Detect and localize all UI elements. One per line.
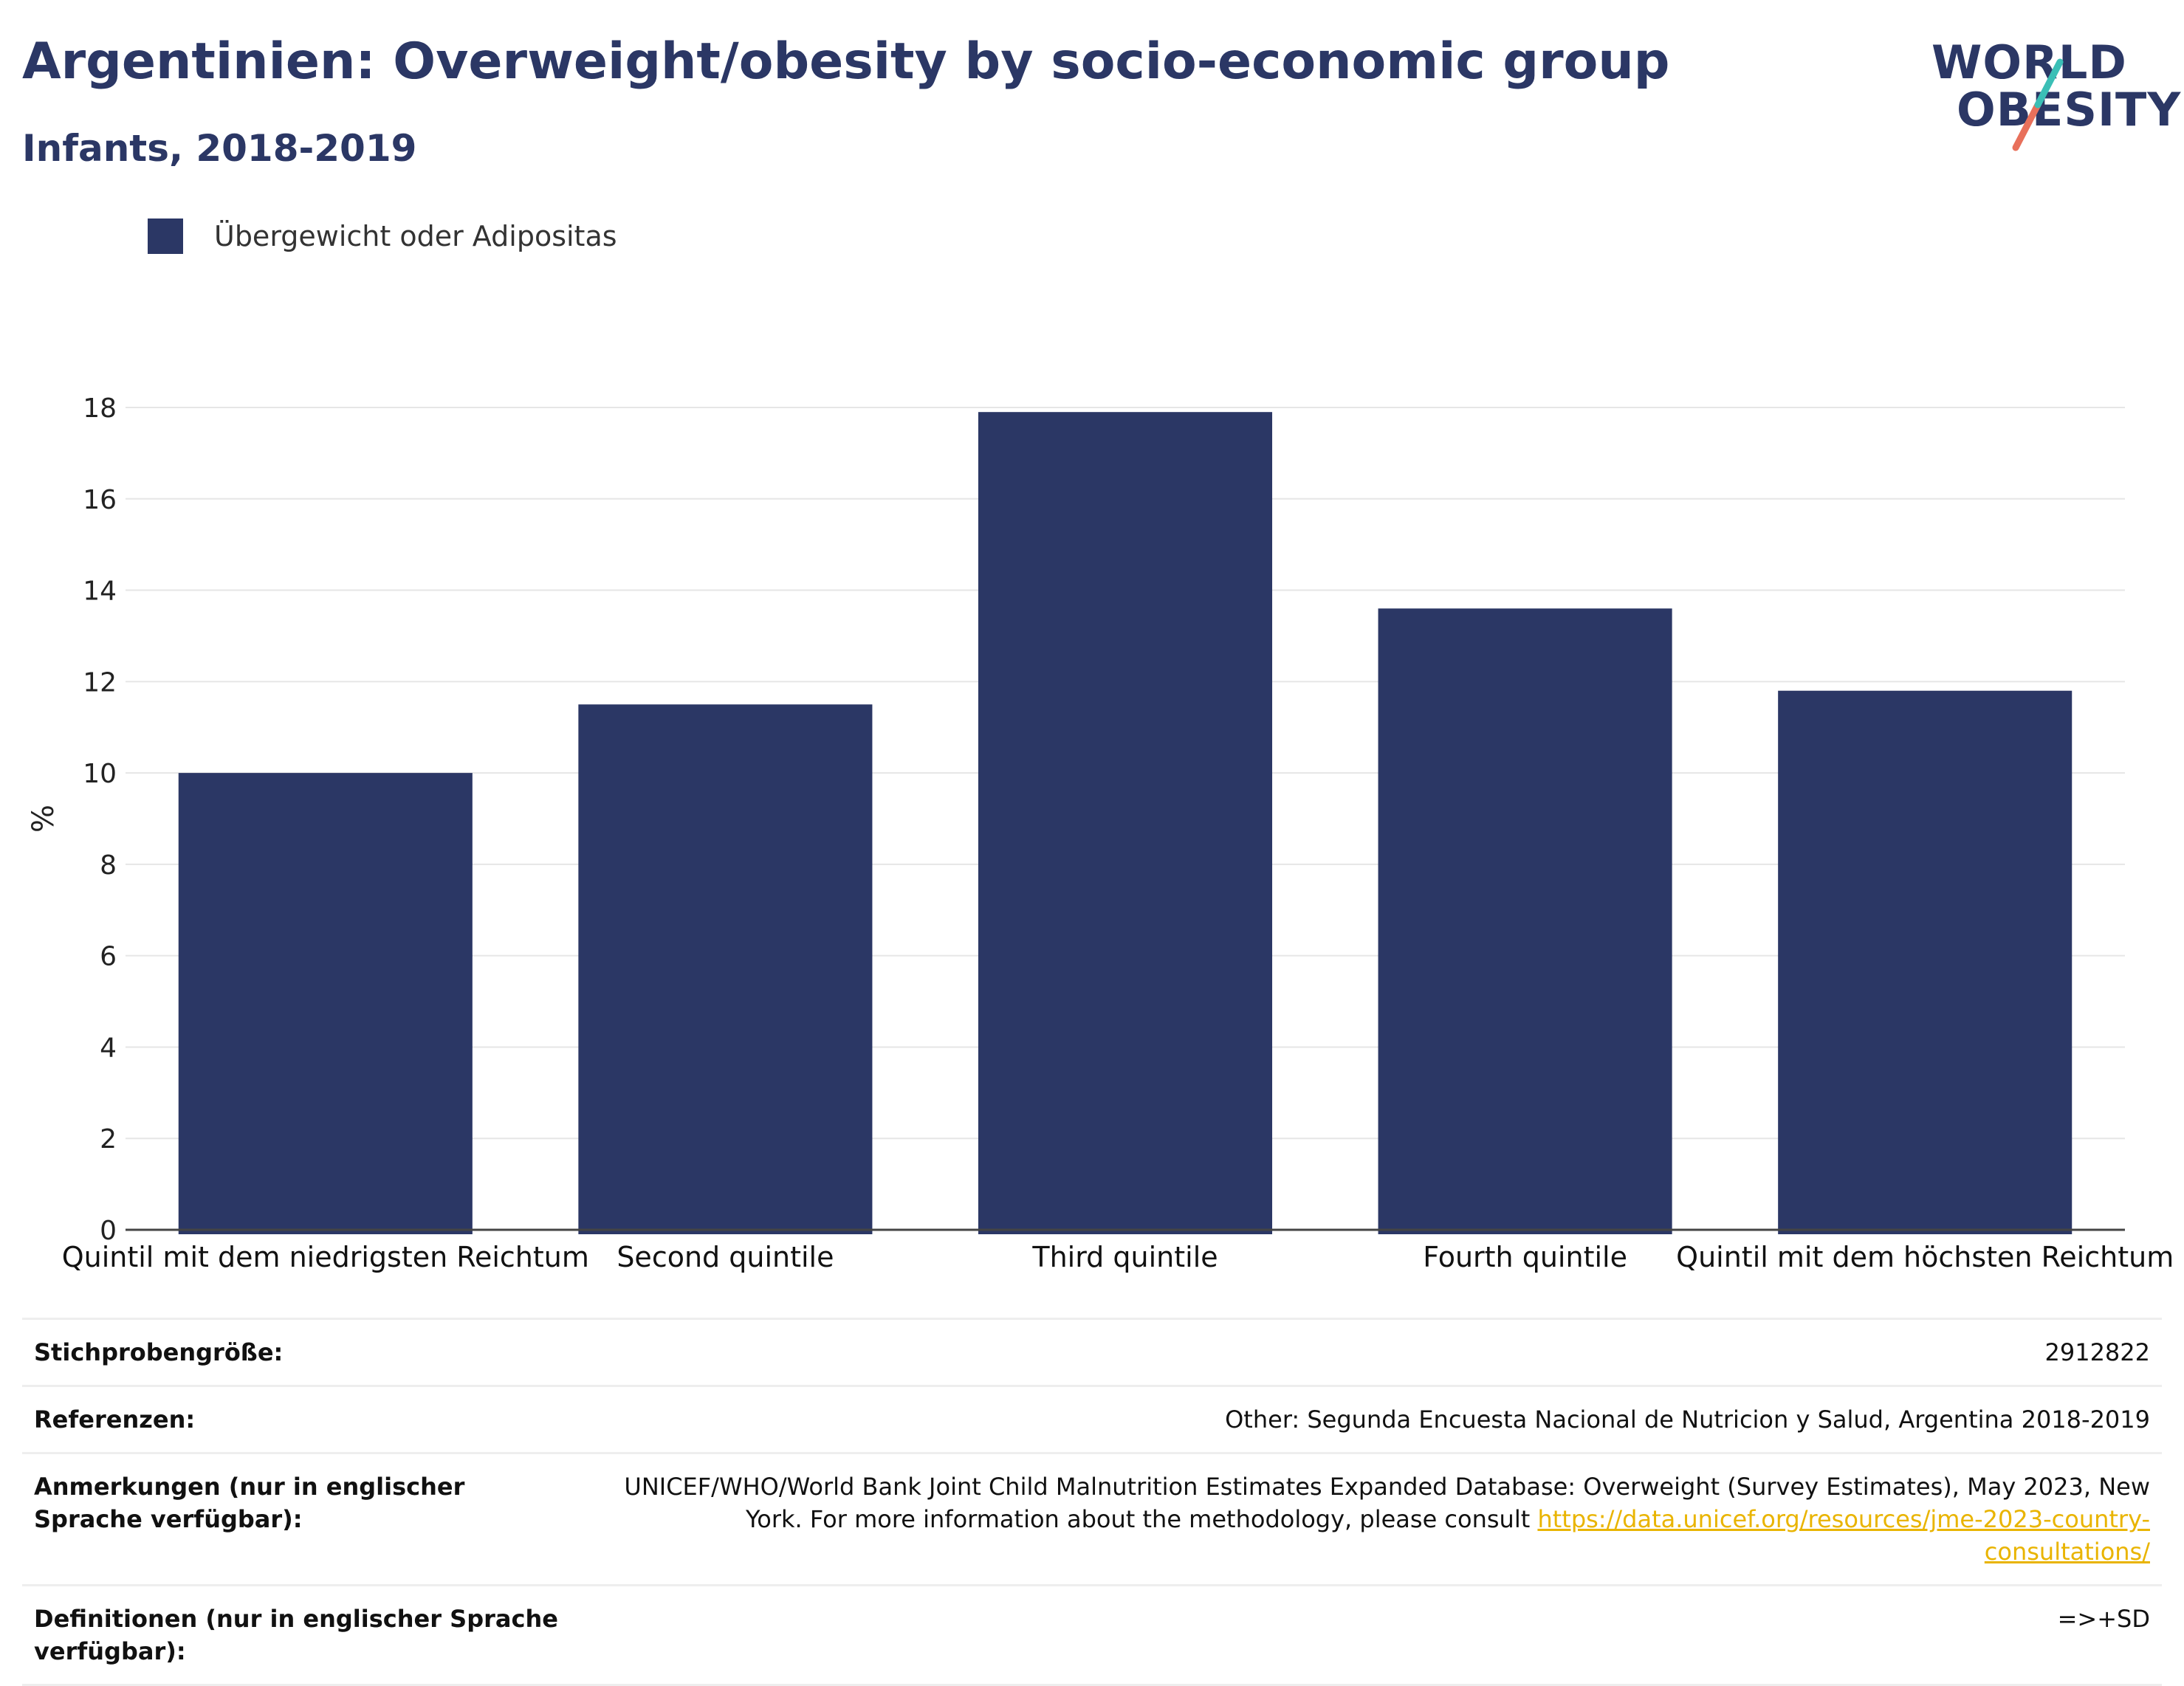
x-tick-label: Third quintile (1031, 1241, 1218, 1273)
y-tick-label: 0 (100, 1216, 117, 1246)
y-tick-label: 16 (83, 485, 117, 515)
chart-title: Argentinien: Overweight/obesity by socio… (22, 32, 1670, 91)
y-tick-label: 6 (100, 942, 117, 972)
y-tick-label: 14 (83, 577, 117, 607)
logo-line-2: OBESITY (1957, 83, 2182, 137)
legend-swatch (148, 219, 183, 254)
info-key: Definitionen (nur in englischer Sprache … (22, 1584, 577, 1686)
x-tick-label: Quintil mit dem niedrigsten Reichtum (62, 1241, 589, 1273)
info-key: Referenzen: (22, 1385, 577, 1454)
logo-slash-icon (2012, 58, 2064, 151)
info-row-definitions: Definitionen (nur in englischer Sprache … (22, 1584, 2162, 1686)
y-tick-label: 12 (83, 667, 117, 698)
y-axis-title: % (27, 805, 61, 833)
legend[interactable]: Übergewicht oder Adipositas (148, 219, 617, 254)
bar-chart: 0 2 4 6 8 10 12 14 16 18% Quintil mit dem niedrigs… (27, 393, 2174, 1273)
info-value: =>+SD (577, 1584, 2162, 1686)
y-tick-label: 2 (100, 1124, 117, 1155)
info-key: Stichprobengröße: (22, 1318, 577, 1387)
chart-subtitle: Infants, 2018-2019 (22, 127, 417, 170)
info-row-references: Referenzen: Other: Segunda Encuesta Naci… (22, 1385, 2162, 1454)
info-row-sample-size: Stichprobengröße: 2912822 (22, 1318, 2162, 1387)
info-value: UNICEF/WHO/World Bank Joint Child Malnut… (577, 1452, 2162, 1586)
y-tick-label: 10 (83, 759, 117, 789)
info-table: Stichprobengröße: 2912822 Referenzen: Ot… (22, 1318, 2162, 1686)
legend-label: Übergewicht oder Adipositas (214, 220, 617, 252)
x-tick-label: Second quintile (617, 1241, 834, 1273)
bar (1778, 690, 2073, 1234)
info-key: Anmerkungen (nur in englischer Sprache v… (22, 1452, 577, 1586)
info-row-notes: Anmerkungen (nur in englischer Sprache v… (22, 1452, 2162, 1586)
logo-line-1: WORLD (1931, 35, 2127, 89)
notes-text: UNICEF/WHO/World Bank Joint Child Malnut… (624, 1473, 2150, 1533)
methodology-link[interactable]: https://data.unicef.org/resources/jme-20… (1537, 1505, 2150, 1566)
bar (578, 704, 873, 1234)
bar (1378, 608, 1672, 1234)
info-value: Other: Segunda Encuesta Nacional de Nutr… (577, 1385, 2162, 1454)
world-obesity-logo[interactable]: WORLD OBESITY (1920, 22, 2180, 155)
y-tick-label: 18 (83, 393, 117, 424)
x-tick-label: Fourth quintile (1423, 1241, 1627, 1273)
x-tick-label: Quintil mit dem höchsten Reichtum (1676, 1241, 2174, 1273)
y-tick-label: 4 (100, 1033, 117, 1063)
bar (978, 412, 1273, 1234)
y-tick-label: 8 (100, 850, 117, 881)
info-value: 2912822 (577, 1318, 2162, 1387)
bar (178, 773, 473, 1234)
